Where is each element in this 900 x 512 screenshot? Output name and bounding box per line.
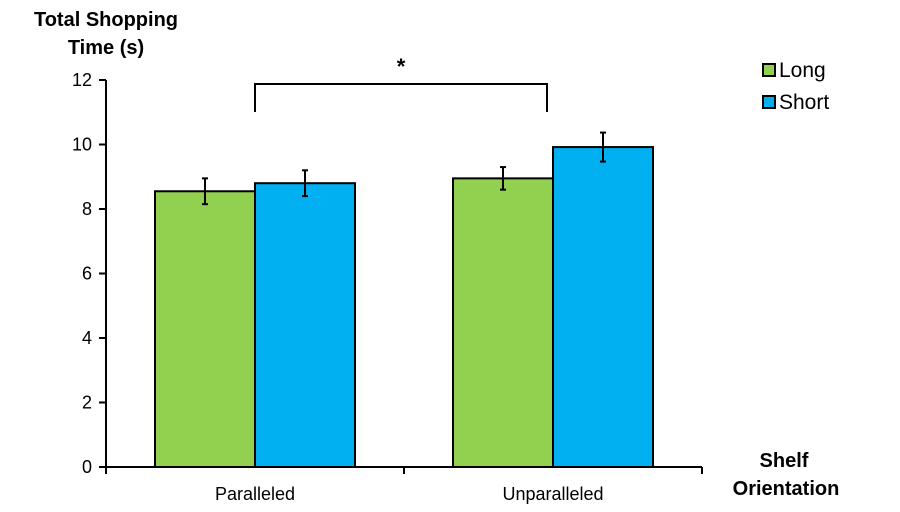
- legend-swatch-long: [762, 63, 776, 77]
- y-axis-ticks: 0 2 4 6 8 10 12: [72, 70, 106, 477]
- bar-short-paralleled: [254, 182, 356, 468]
- y-axis-title-line-1: Total Shopping: [34, 9, 178, 31]
- x-axis-ticks: Paralleled Unparalleled: [105, 467, 703, 504]
- y-tick-label: 10: [72, 135, 92, 155]
- x-tick-label: Unparalleled: [502, 484, 603, 504]
- y-tick-label: 6: [82, 264, 92, 284]
- y-tick-label: 4: [82, 328, 92, 348]
- legend-label-short: Short: [779, 91, 829, 114]
- legend: Long Short: [762, 59, 829, 114]
- bar-short-unparalleled: [552, 146, 654, 469]
- y-tick-label: 0: [82, 457, 92, 477]
- y-axis-title-line-2: Time (s): [68, 37, 144, 59]
- significance-bracket-line: [254, 83, 548, 112]
- x-axis-title-line-2: Orientation: [733, 478, 840, 500]
- x-axis-title-line-1: Shelf: [760, 450, 809, 472]
- legend-swatch-short: [762, 95, 776, 109]
- bar-long-paralleled: [154, 190, 256, 468]
- significance-bracket: *: [254, 54, 548, 112]
- y-tick-label: 2: [82, 393, 92, 413]
- y-tick-label: 12: [72, 70, 92, 90]
- legend-label-long: Long: [779, 59, 826, 82]
- x-tick-label: Paralleled: [215, 484, 295, 504]
- y-tick-label: 8: [82, 199, 92, 219]
- bar-long-unparalleled: [452, 177, 554, 469]
- significance-star: *: [397, 54, 406, 79]
- plot-area: [105, 80, 702, 469]
